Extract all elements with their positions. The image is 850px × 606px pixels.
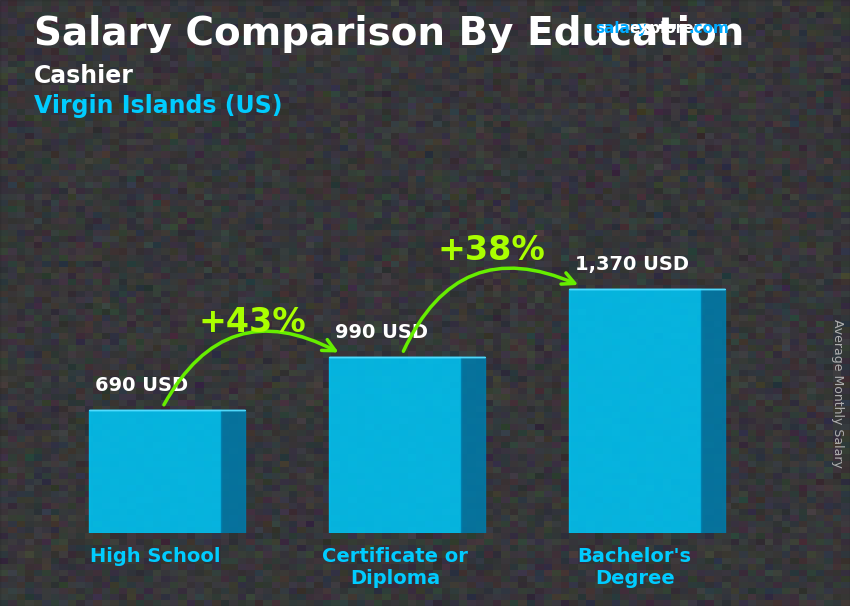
- Text: Salary Comparison By Education: Salary Comparison By Education: [34, 15, 745, 53]
- Text: salary: salary: [595, 21, 648, 36]
- Bar: [89, 410, 221, 533]
- Text: +38%: +38%: [438, 235, 546, 267]
- Text: 690 USD: 690 USD: [95, 376, 189, 395]
- Text: +43%: +43%: [198, 306, 306, 339]
- Text: .com: .com: [688, 21, 729, 36]
- Polygon shape: [700, 289, 724, 533]
- Text: explorer: explorer: [629, 21, 701, 36]
- Text: 990 USD: 990 USD: [335, 322, 428, 342]
- Bar: [569, 289, 700, 533]
- Polygon shape: [221, 410, 246, 533]
- Text: 1,370 USD: 1,370 USD: [575, 255, 688, 274]
- Polygon shape: [461, 357, 484, 533]
- Text: Virgin Islands (US): Virgin Islands (US): [34, 94, 282, 118]
- Text: Average Monthly Salary: Average Monthly Salary: [830, 319, 844, 468]
- Text: Cashier: Cashier: [34, 64, 133, 88]
- Bar: [329, 357, 461, 533]
